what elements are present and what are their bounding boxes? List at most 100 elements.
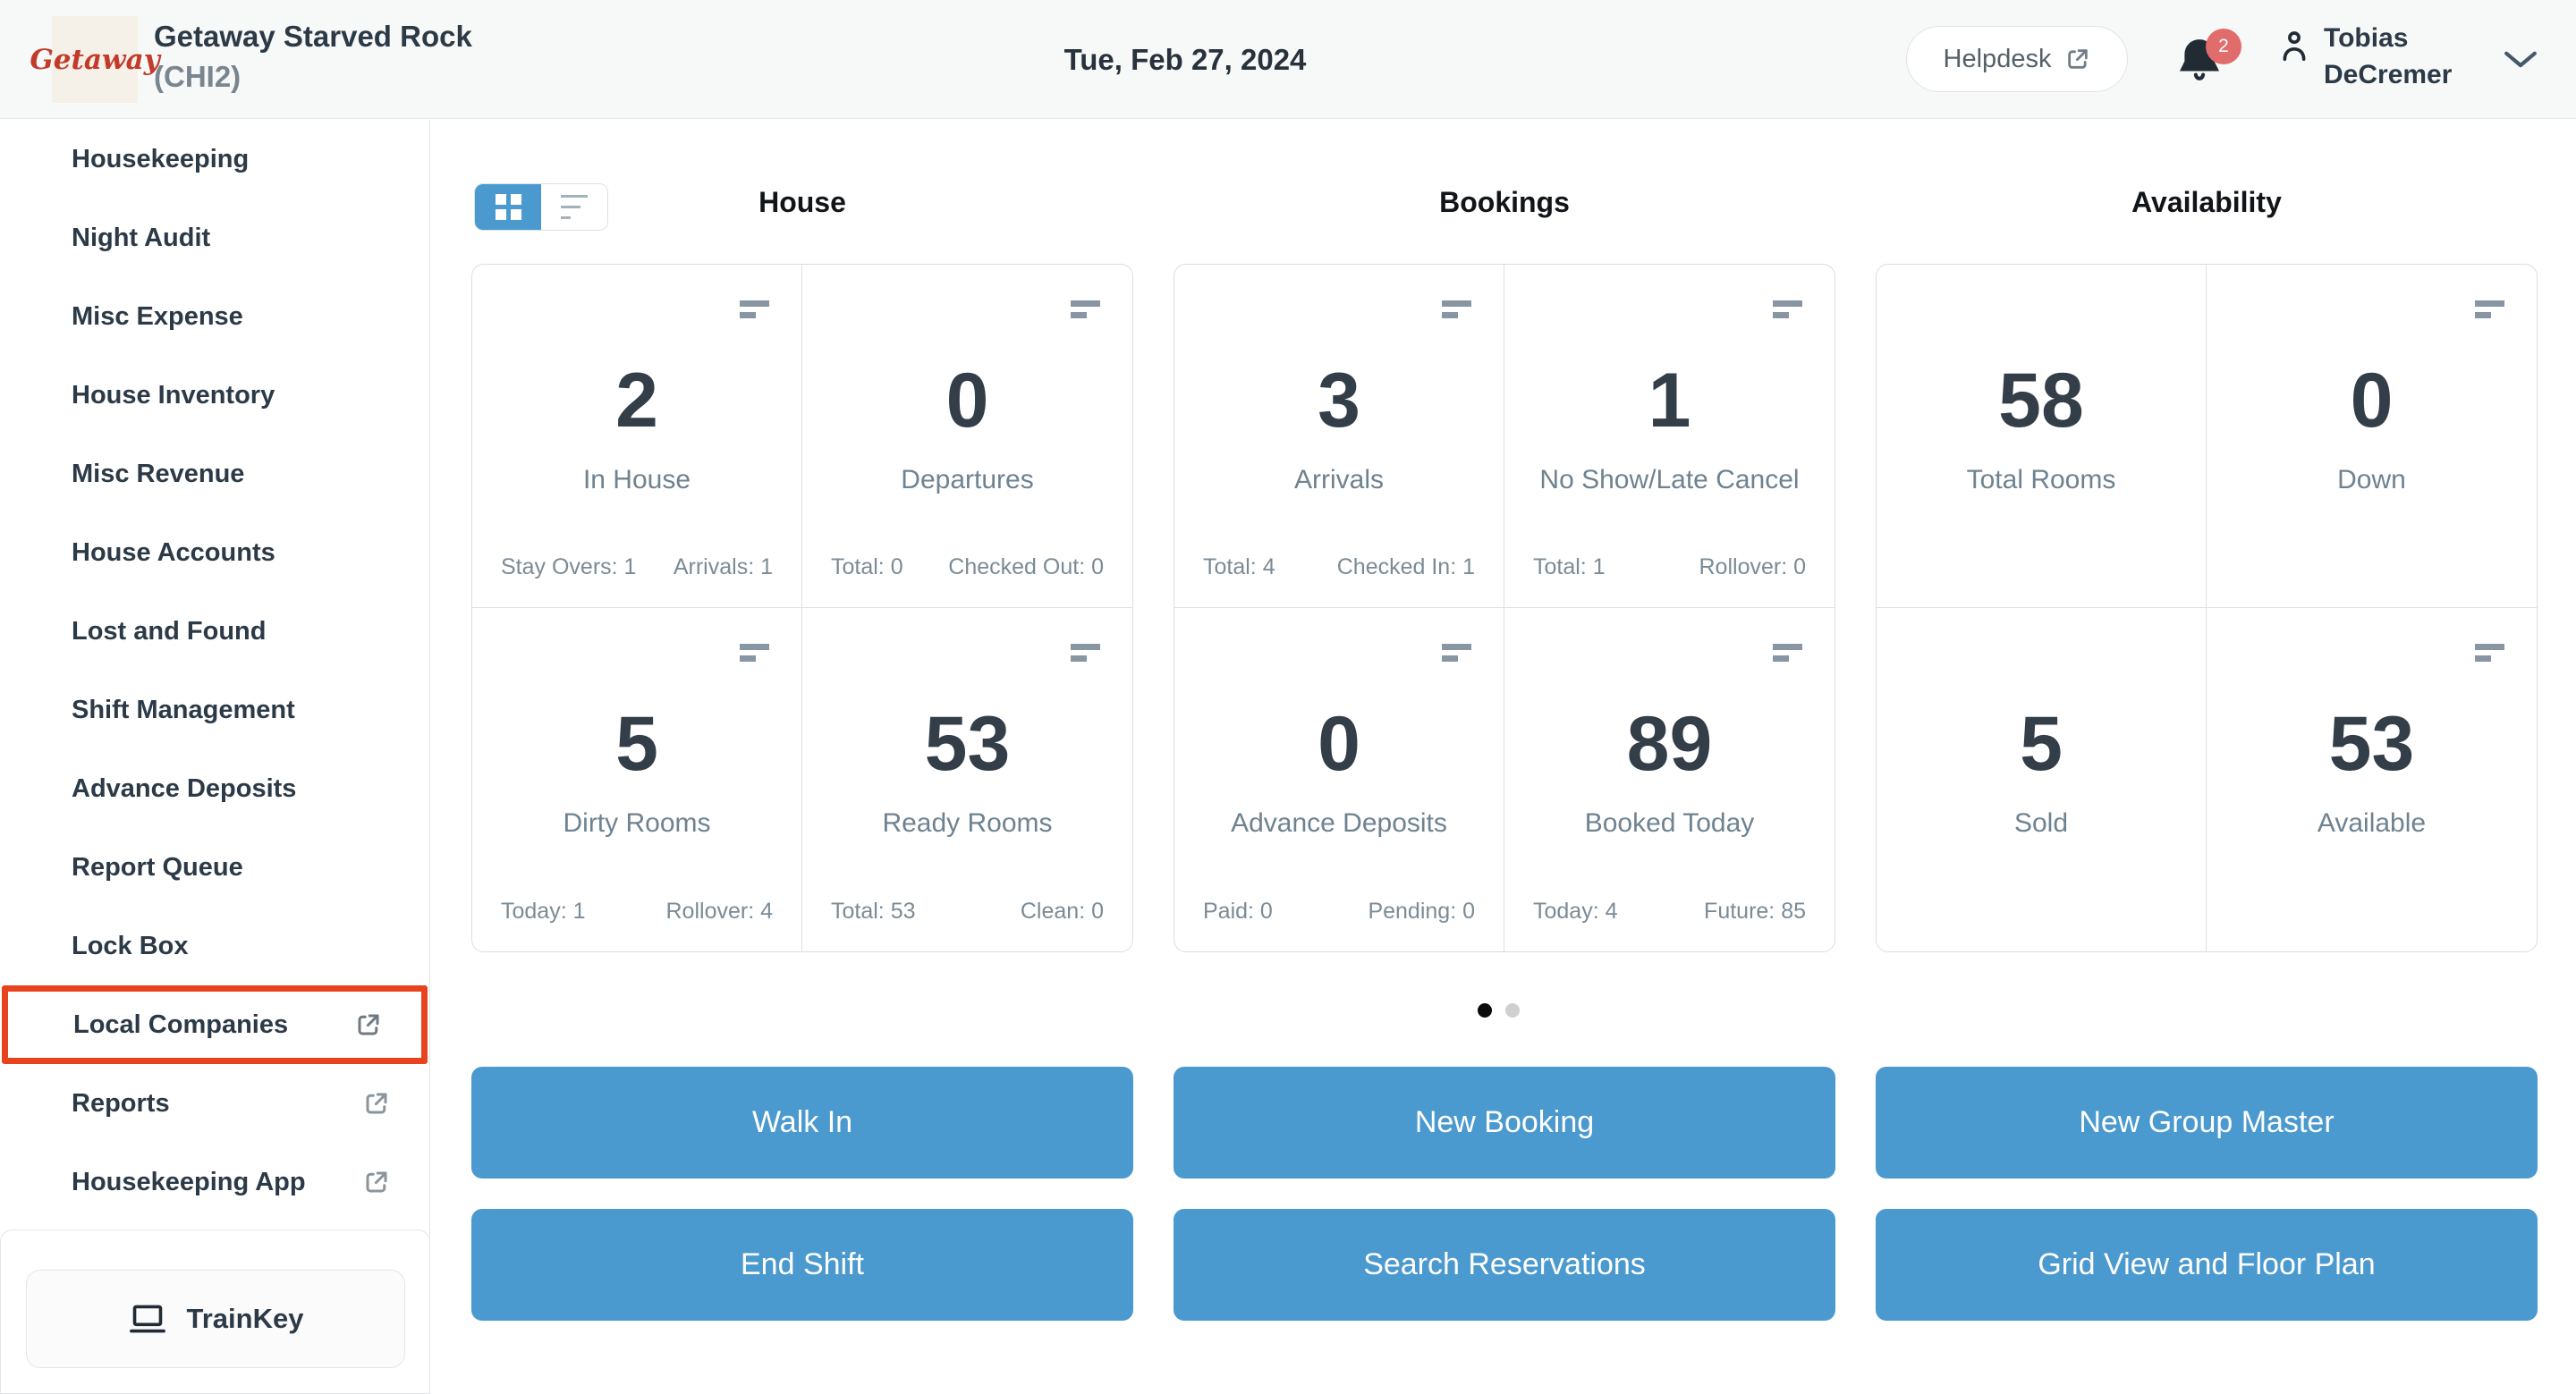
pagination <box>1478 1003 1520 1018</box>
sidebar-item-house-inventory[interactable]: House Inventory <box>0 356 429 435</box>
card-menu-icon[interactable] <box>2475 300 2504 318</box>
external-link-icon <box>2065 46 2090 72</box>
stat-value: 89 <box>1626 701 1713 787</box>
sidebar-item-reports[interactable]: Reports <box>0 1064 429 1143</box>
stat-foot-right: Future: 85 <box>1704 899 1806 924</box>
grid-view-toggle[interactable] <box>475 184 541 230</box>
stat-card-advance-deposits[interactable]: 0 Advance Deposits Paid: 0 Pending: 0 <box>1174 608 1504 951</box>
property-name: Getaway Starved Rock <box>154 20 472 53</box>
property-code: (CHI2) <box>154 60 242 93</box>
sidebar-nav: Housekeeping Night Audit Misc Expense Ho… <box>0 120 430 1393</box>
stat-foot-left: Today: 4 <box>1533 899 1618 924</box>
card-menu-icon[interactable] <box>1071 644 1100 662</box>
stat-card-arrivals[interactable]: 3 Arrivals Total: 4 Checked In: 1 <box>1174 265 1504 608</box>
stat-foot-left: Today: 1 <box>501 899 586 924</box>
sidebar-item-report-queue[interactable]: Report Queue <box>0 828 429 907</box>
app-header: Getaway Getaway Starved Rock (CHI2) Tue,… <box>0 0 2576 119</box>
stat-card-in-house[interactable]: 2 In House Stay Overs: 1 Arrivals: 1 <box>472 265 802 608</box>
sidebar-item-advance-deposits[interactable]: Advance Deposits <box>0 749 429 828</box>
brand-logo-text: Getaway <box>30 43 160 76</box>
chevron-down-icon[interactable] <box>2503 50 2538 70</box>
stat-foot-right: Checked Out: 0 <box>948 554 1104 579</box>
walk-in-button[interactable]: Walk In <box>471 1067 1133 1179</box>
grid-view-floor-plan-button[interactable]: Grid View and Floor Plan <box>1876 1209 2538 1321</box>
stat-value: 1 <box>1648 358 1691 444</box>
sidebar-item-house-accounts[interactable]: House Accounts <box>0 513 429 592</box>
new-group-master-button[interactable]: New Group Master <box>1876 1067 2538 1179</box>
search-reservations-button[interactable]: Search Reservations <box>1174 1209 1835 1321</box>
notifications-button[interactable]: 2 <box>2177 29 2241 89</box>
sidebar-item-misc-revenue[interactable]: Misc Revenue <box>0 435 429 513</box>
card-menu-icon[interactable] <box>1773 644 1802 662</box>
stat-foot-left: Total: 53 <box>831 899 916 924</box>
pagination-dot-1[interactable] <box>1478 1003 1492 1018</box>
stat-label: Down <box>2337 465 2406 494</box>
card-menu-icon[interactable] <box>1071 300 1100 318</box>
notification-badge: 2 <box>2206 29 2241 64</box>
stat-label: Ready Rooms <box>882 808 1053 838</box>
stat-label: Dirty Rooms <box>563 808 711 838</box>
availability-cards: 58 Total Rooms 0 Down 5 Sold 53 Availabl… <box>1876 264 2538 952</box>
stat-card-dirty-rooms[interactable]: 5 Dirty Rooms Today: 1 Rollover: 4 <box>472 608 802 951</box>
card-menu-icon[interactable] <box>740 300 769 318</box>
stat-card-booked-today[interactable]: 89 Booked Today Today: 4 Future: 85 <box>1504 608 1835 951</box>
sidebar-item-label: Misc Expense <box>72 301 243 331</box>
sidebar-item-label: House Accounts <box>72 537 275 567</box>
sidebar-item-label: Shift Management <box>72 695 295 724</box>
pagination-dot-2[interactable] <box>1505 1003 1520 1018</box>
card-menu-icon[interactable] <box>1442 300 1471 318</box>
stat-value: 2 <box>615 358 658 444</box>
sidebar-item-lost-and-found[interactable]: Lost and Found <box>0 592 429 671</box>
stat-foot-right: Pending: 0 <box>1368 899 1475 924</box>
sidebar-item-housekeeping-app[interactable]: Housekeeping App <box>0 1143 429 1221</box>
card-menu-icon[interactable] <box>2475 644 2504 662</box>
sidebar-item-label: Local Companies <box>73 1010 289 1039</box>
stat-card-available[interactable]: 53 Available <box>2207 608 2537 951</box>
external-link-icon <box>363 1090 390 1117</box>
sidebar-item-local-companies[interactable]: Local Companies <box>2 985 428 1064</box>
stat-foot-right: Rollover: 4 <box>665 899 774 924</box>
sidebar-item-night-audit[interactable]: Night Audit <box>0 199 429 277</box>
stat-label: No Show/Late Cancel <box>1539 465 1800 494</box>
card-menu-icon[interactable] <box>1773 300 1802 318</box>
stat-value: 53 <box>924 701 1011 787</box>
list-view-toggle[interactable] <box>541 184 607 230</box>
stat-label: Booked Today <box>1584 808 1755 838</box>
card-menu-icon[interactable] <box>740 644 769 662</box>
sidebar-item-misc-expense[interactable]: Misc Expense <box>0 277 429 356</box>
new-booking-button[interactable]: New Booking <box>1174 1067 1835 1179</box>
stat-label: Advance Deposits <box>1231 808 1447 838</box>
stat-card-sold[interactable]: 5 Sold <box>1877 608 2207 951</box>
current-date: Tue, Feb 27, 2024 <box>1063 43 1307 76</box>
end-shift-button[interactable]: End Shift <box>471 1209 1133 1321</box>
sidebar-item-housekeeping[interactable]: Housekeeping <box>0 120 429 199</box>
user-menu[interactable]: Tobias DeCremer <box>2279 20 2547 102</box>
sidebar-item-label: Lock Box <box>72 931 189 960</box>
stat-foot-left: Total: 0 <box>831 554 903 579</box>
stat-card-no-show-late-cancel[interactable]: 1 No Show/Late Cancel Total: 1 Rollover: … <box>1504 265 1835 608</box>
stat-label: Arrivals <box>1293 465 1384 494</box>
stat-value: 0 <box>945 358 989 444</box>
stat-card-down[interactable]: 0 Down <box>2207 265 2537 608</box>
stat-label: Sold <box>2013 808 2069 838</box>
helpdesk-button[interactable]: Helpdesk <box>1906 26 2128 92</box>
grid-icon <box>495 194 521 220</box>
stat-value: 3 <box>1318 358 1360 444</box>
user-first-name: Tobias <box>2324 23 2409 53</box>
stat-value: 58 <box>1998 358 2084 444</box>
stat-card-total-rooms[interactable]: 58 Total Rooms <box>1877 265 2207 608</box>
external-link-icon <box>355 1011 382 1038</box>
card-menu-icon[interactable] <box>1442 644 1471 662</box>
list-icon <box>561 195 588 219</box>
stat-foot-left: Stay Overs: 1 <box>501 554 637 579</box>
stat-card-ready-rooms[interactable]: 53 Ready Rooms Total: 53 Clean: 0 <box>802 608 1132 951</box>
sidebar-item-shift-management[interactable]: Shift Management <box>0 671 429 749</box>
user-icon <box>2279 29 2309 64</box>
sidebar-item-label: Misc Revenue <box>72 459 245 488</box>
stat-card-departures[interactable]: 0 Departures Total: 0 Checked Out: 0 <box>802 265 1132 608</box>
stat-foot-right: Rollover: 0 <box>1699 554 1807 579</box>
trainkey-button[interactable]: TrainKey <box>26 1270 405 1368</box>
stat-value: 5 <box>615 701 658 787</box>
sidebar-item-lock-box[interactable]: Lock Box <box>0 907 429 985</box>
stat-value: 0 <box>1318 701 1360 787</box>
